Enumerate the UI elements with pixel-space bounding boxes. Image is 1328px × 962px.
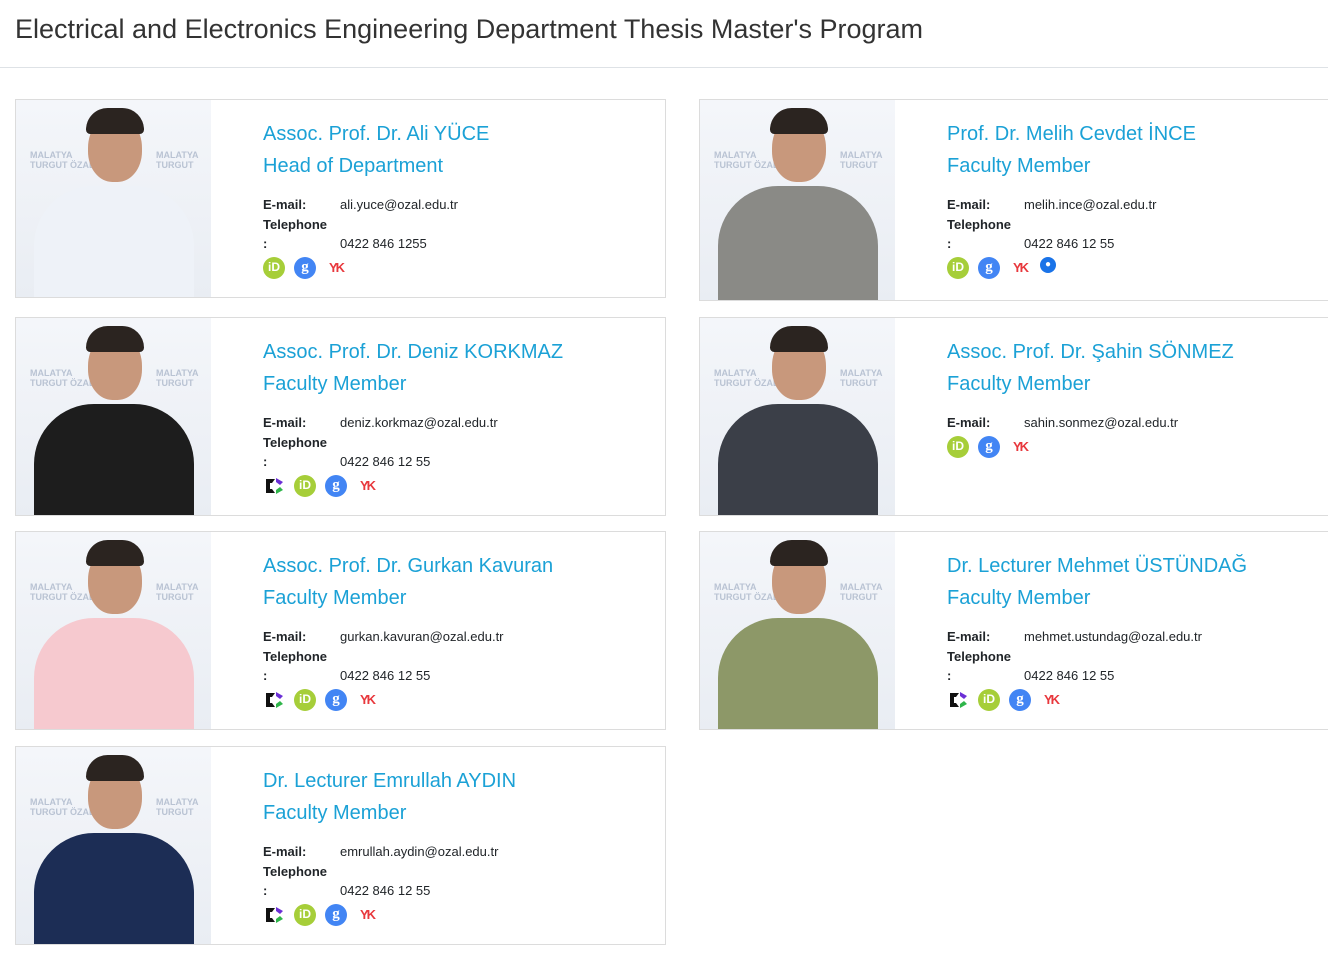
faculty-card: MALATYA TURGUT ÖZAL MALATYA TURGUT Dr. Lec… <box>15 746 666 945</box>
profile-links: iD g YK <box>947 688 1247 711</box>
profile-links: iD g YK <box>947 435 1234 458</box>
colon-label: : <box>263 883 268 898</box>
faculty-name[interactable]: Assoc. Prof. Dr. Ali YÜCE <box>263 123 490 145</box>
profile-links: iD g YK <box>263 256 489 279</box>
faculty-role: Head of Department <box>263 155 444 177</box>
profile-links: iD g YK ● <box>947 256 1196 279</box>
colon-label: : <box>947 236 952 251</box>
faculty-photo: MALATYA TURGUT ÖZAL MALATYA TURGUT <box>16 532 211 729</box>
profile-links: iD g YK <box>263 474 563 497</box>
phone-value: 0422 846 12 55 <box>1024 236 1115 251</box>
faculty-name[interactable]: Assoc. Prof. Dr. Deniz KORKMAZ <box>263 341 564 363</box>
google-scholar-icon[interactable]: g <box>978 256 1000 279</box>
faculty-role: Faculty Member <box>263 802 407 824</box>
faculty-photo: MALATYA TURGUT ÖZAL MALATYA TURGUT <box>16 318 211 515</box>
telephone-label: Telephone <box>263 216 328 232</box>
email-value[interactable]: gurkan.kavuran@ozal.edu.tr <box>340 629 504 644</box>
faculty-name[interactable]: Assoc. Prof. Dr. Gurkan Kavuran <box>263 555 554 577</box>
website-icon[interactable]: ● <box>1040 256 1056 273</box>
faculty-role: Faculty Member <box>263 587 407 609</box>
colon-label: : <box>263 236 268 251</box>
telephone-label: Telephone <box>263 648 328 664</box>
orcid-icon[interactable]: iD <box>294 903 316 926</box>
google-scholar-icon[interactable]: g <box>325 474 347 497</box>
orcid-icon[interactable]: iD <box>294 474 316 497</box>
faculty-photo: MALATYA TURGUT ÖZAL MALATYA TURGUT <box>700 532 895 729</box>
phone-value: 0422 846 1255 <box>340 236 427 251</box>
faculty-card: MALATYA TURGUT ÖZAL MALATYA TURGUT Assoc. … <box>699 317 1328 516</box>
orcid-icon[interactable]: iD <box>947 256 969 279</box>
phone-value: 0422 846 12 55 <box>340 668 431 683</box>
email-value[interactable]: melih.ince@ozal.edu.tr <box>1024 197 1157 212</box>
faculty-card: MALATYA TURGUT ÖZAL MALATYA TURGUT Assoc. … <box>15 99 666 298</box>
email-value[interactable]: emrullah.aydin@ozal.edu.tr <box>340 844 499 859</box>
yok-icon[interactable]: YK <box>359 477 376 493</box>
faculty-card: MALATYA TURGUT ÖZAL MALATYA TURGUT Assoc. … <box>15 531 666 730</box>
google-scholar-icon[interactable]: g <box>294 256 316 279</box>
profile-links: iD g YK <box>263 903 516 926</box>
email-value[interactable]: ali.yuce@ozal.edu.tr <box>340 197 458 212</box>
faculty-name[interactable]: Dr. Lecturer Emrullah AYDIN <box>263 770 517 792</box>
faculty-name[interactable]: Assoc. Prof. Dr. Şahin SÖNMEZ <box>947 341 1234 363</box>
phone-value: 0422 846 12 55 <box>340 454 431 469</box>
faculty-card: MALATYA TURGUT ÖZAL MALATYA TURGUT Assoc. … <box>15 317 666 516</box>
faculty-role: Faculty Member <box>947 373 1091 395</box>
colon-label: : <box>263 668 268 683</box>
phone-value: 0422 846 12 55 <box>1024 668 1115 683</box>
email-label: E-mail: <box>947 415 991 430</box>
faculty-photo: MALATYA TURGUT ÖZAL MALATYA TURGUT <box>16 747 211 944</box>
google-scholar-icon[interactable]: g <box>1009 688 1031 711</box>
faculty-photo: MALATYA TURGUT ÖZAL MALATYA TURGUT <box>16 100 211 297</box>
yok-icon[interactable]: YK <box>328 259 345 275</box>
email-value[interactable]: mehmet.ustundag@ozal.edu.tr <box>1024 629 1202 644</box>
faculty-photo: MALATYA TURGUT ÖZAL MALATYA TURGUT <box>700 318 895 515</box>
faculty-role: Faculty Member <box>947 587 1091 609</box>
telephone-label: Telephone <box>947 648 1012 664</box>
google-scholar-icon[interactable]: g <box>325 688 347 711</box>
yok-icon[interactable]: YK <box>359 906 376 922</box>
phone-value: 0422 846 12 55 <box>340 883 431 898</box>
avesis-icon[interactable] <box>947 689 969 711</box>
faculty-role: Faculty Member <box>947 155 1091 177</box>
faculty-name[interactable]: Dr. Lecturer Mehmet ÜSTÜNDAĞ <box>947 555 1248 577</box>
avesis-icon[interactable] <box>263 475 285 497</box>
email-label: E-mail: <box>263 629 307 644</box>
page-header: Electrical and Electronics Engineering D… <box>0 0 1328 68</box>
orcid-icon[interactable]: iD <box>947 435 969 458</box>
email-label: E-mail: <box>263 197 307 212</box>
yok-icon[interactable]: YK <box>1012 259 1029 275</box>
avesis-icon[interactable] <box>263 689 285 711</box>
orcid-icon[interactable]: iD <box>978 688 1000 711</box>
yok-icon[interactable]: YK <box>359 691 376 707</box>
faculty-card: MALATYA TURGUT ÖZAL MALATYA TURGUT Dr. Lec… <box>699 531 1328 730</box>
yok-icon[interactable]: YK <box>1012 438 1029 454</box>
yok-icon[interactable]: YK <box>1043 691 1060 707</box>
orcid-icon[interactable]: iD <box>294 688 316 711</box>
email-label: E-mail: <box>263 844 307 859</box>
telephone-label: Telephone <box>263 434 328 450</box>
google-scholar-icon[interactable]: g <box>978 435 1000 458</box>
telephone-label: Telephone <box>947 216 1012 232</box>
colon-label: : <box>947 668 952 683</box>
faculty-role: Faculty Member <box>263 373 407 395</box>
colon-label: : <box>263 454 268 469</box>
email-label: E-mail: <box>947 197 991 212</box>
page-title: Electrical and Electronics Engineering D… <box>15 14 924 44</box>
avesis-icon[interactable] <box>263 904 285 926</box>
faculty-photo: MALATYA TURGUT ÖZAL MALATYA TURGUT <box>700 100 895 300</box>
faculty-name[interactable]: Prof. Dr. Melih Cevdet İNCE <box>947 123 1196 145</box>
email-value[interactable]: sahin.sonmez@ozal.edu.tr <box>1024 415 1179 430</box>
orcid-icon[interactable]: iD <box>263 256 285 279</box>
google-scholar-icon[interactable]: g <box>325 903 347 926</box>
profile-links: iD g YK <box>263 688 553 711</box>
faculty-card: MALATYA TURGUT ÖZAL MALATYA TURGUT Prof. D… <box>699 99 1328 301</box>
email-label: E-mail: <box>947 629 991 644</box>
email-value[interactable]: deniz.korkmaz@ozal.edu.tr <box>340 415 498 430</box>
email-label: E-mail: <box>263 415 307 430</box>
telephone-label: Telephone <box>263 863 328 879</box>
